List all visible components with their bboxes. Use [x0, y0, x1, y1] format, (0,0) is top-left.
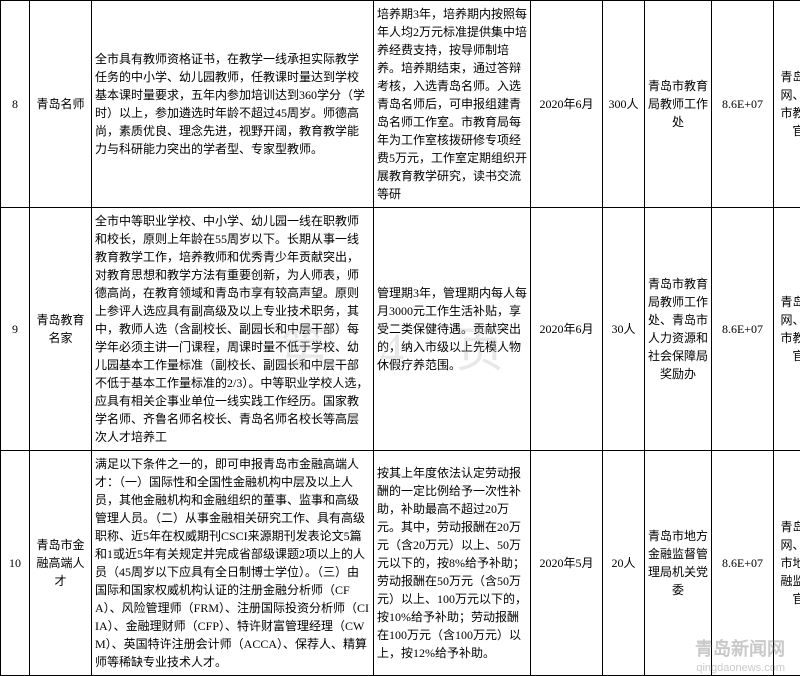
cell-number: 8.6E+07	[712, 1, 774, 208]
talent-policy-table: 8 青岛名师 全市具有教师资格证书，在教学一线承担实际教学任务的中小学、幼儿园教…	[0, 0, 800, 676]
cell-count: 20人	[603, 451, 645, 676]
cell-site: 青岛人才网、青岛市教育局官网	[774, 1, 800, 208]
cell-number: 8.6E+07	[712, 208, 774, 451]
cell-policy: 培养期3年，培养期内按照每年人均2万元标准提供集中培养经费支持，按导师制培养。培…	[374, 1, 531, 208]
cell-number: 8.6E+07	[712, 451, 774, 676]
cell-site: 青岛人才网、青岛市地方金融监管局官网	[774, 451, 800, 676]
cell-index: 8	[1, 1, 30, 208]
cell-count: 30人	[603, 208, 645, 451]
cell-policy: 管理期3年，管理期内每人每月3000元工作生活补贴，享受二类保健待遇。贡献突出的…	[374, 208, 531, 451]
cell-date: 2020年5月	[531, 451, 603, 676]
cell-date: 2020年6月	[531, 208, 603, 451]
cell-index: 10	[1, 451, 30, 676]
cell-department: 青岛市教育局教师工作处	[645, 1, 712, 208]
table-row: 10 青岛市金融高端人才 满足以下条件之一的，即可申报青岛市金融高端人才：（一）…	[1, 451, 800, 676]
cell-date: 2020年6月	[531, 1, 603, 208]
cell-name: 青岛教育名家	[30, 208, 92, 451]
cell-name: 青岛名师	[30, 1, 92, 208]
cell-name: 青岛市金融高端人才	[30, 451, 92, 676]
table-row: 8 青岛名师 全市具有教师资格证书，在教学一线承担实际教学任务的中小学、幼儿园教…	[1, 1, 800, 208]
cell-department: 青岛市地方金融监督管理局机关党委	[645, 451, 712, 676]
table-row: 9 青岛教育名家 全市中等职业学校、中小学、幼儿园一线在职教师和校长，原则上年龄…	[1, 208, 800, 451]
cell-index: 9	[1, 208, 30, 451]
cell-description: 全市中等职业学校、中小学、幼儿园一线在职教师和校长，原则上年龄在55周岁以下。长…	[92, 208, 374, 451]
cell-count: 300人	[603, 1, 645, 208]
cell-department: 青岛市教育局教师工作处、青岛市人力资源和社会保障局奖励办	[645, 208, 712, 451]
cell-policy: 按其上年度依法认定劳动报酬的一定比例给予一次性补助，补助最高不超过20万元。其中…	[374, 451, 531, 676]
cell-site: 青岛人才网、青岛市教育局官网	[774, 208, 800, 451]
cell-description: 满足以下条件之一的，即可申报青岛市金融高端人才：（一）国际性和全国性金融机构中层…	[92, 451, 374, 676]
cell-description: 全市具有教师资格证书，在教学一线承担实际教学任务的中小学、幼儿园教师，任教课时量…	[92, 1, 374, 208]
